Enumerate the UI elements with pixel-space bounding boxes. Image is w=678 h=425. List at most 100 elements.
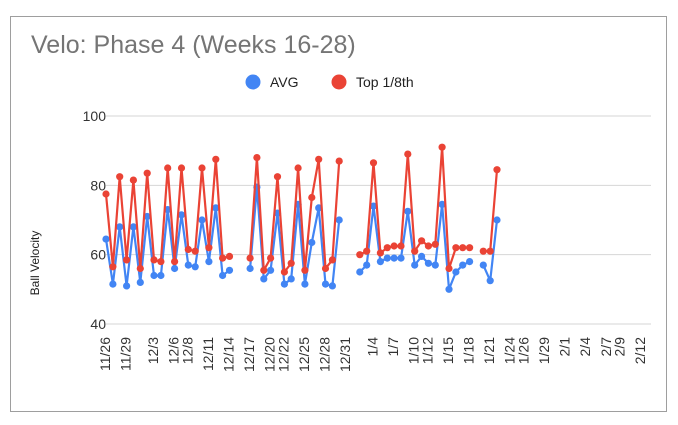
data-point-avg [191,263,199,271]
x-tick-label: 2/4 [577,337,593,357]
data-point-top-eighth [164,164,172,172]
legend: AVG Top 1/8th [245,74,414,90]
data-point-avg [267,266,275,274]
data-point-top-eighth [301,266,309,274]
x-tick-label: 12/8 [179,337,195,364]
legend-swatch-avg [245,74,261,90]
data-point-avg [438,200,446,208]
legend-label-avg: AVG [270,74,299,90]
x-tick-label: 11/29 [118,337,134,371]
data-point-avg [123,282,131,290]
x-tick-label: 1/29 [536,337,552,364]
data-point-top-eighth [212,155,220,163]
data-point-top-eighth [321,264,330,273]
data-point-avg [177,211,186,219]
data-point-top-eighth [445,264,453,273]
data-point-avg [452,268,460,276]
x-tick-label: 12/31 [337,337,353,372]
x-tick-label: 2/7 [598,337,614,357]
data-point-avg [328,282,336,290]
x-tick-label: 1/4 [365,337,381,357]
data-point-avg [157,271,165,280]
data-point-avg [369,202,378,210]
data-point-avg [287,275,295,283]
x-tick-label: 12/25 [296,337,312,372]
data-point-top-eighth [479,247,487,255]
data-point-top-eighth [335,157,343,165]
data-point-avg [321,280,330,288]
data-point-avg [418,252,426,260]
y-tick-labels: 40 60 80 100 [83,108,107,332]
line-chart: AVG Top 1/8th Ball Velocity 40 60 80 100 11… [28,74,651,372]
data-point-top-eighth [116,173,124,181]
data-point-avg [143,212,151,221]
data-point-top-eighth [143,169,151,177]
data-point-top-eighth [452,244,460,252]
data-point-top-eighth [280,268,288,276]
data-point-top-eighth [356,251,364,259]
x-tick-label: 1/24 [502,337,518,364]
data-point-avg [466,258,474,266]
x-tick-label: 1/15 [440,337,456,364]
data-point-top-eighth [171,258,179,266]
x-tick-labels: 11/26 11/29 12/3 12/612/8 12/11 12/14 12/17 12/… [97,337,648,372]
data-point-top-eighth [431,240,439,248]
data-point-top-eighth [369,159,378,167]
data-point-top-eighth [150,256,158,264]
data-point-avg [486,277,494,285]
data-point-avg [424,259,432,267]
x-tick-label: 1/7 [385,337,401,357]
data-point-top-eighth [123,256,131,264]
data-point-top-eighth [466,244,474,252]
data-point-top-eighth [376,249,384,257]
data-point-avg [198,216,206,224]
data-point-top-eighth [109,263,117,271]
series-top-eighth [102,143,501,276]
data-point-top-eighth [219,254,227,262]
data-point-avg [171,264,179,273]
data-point-top-eighth [157,258,165,266]
data-point-top-eighth [102,190,110,198]
data-point-top-eighth [246,254,254,262]
data-point-avg [431,261,439,269]
data-point-avg [376,258,384,266]
data-point-top-eighth [294,164,302,172]
data-point-top-eighth [383,244,391,252]
data-point-top-eighth [411,247,419,255]
data-point-avg [411,261,419,269]
data-point-avg [315,204,323,212]
data-point-top-eighth [438,143,446,151]
y-tick-label: 40 [90,316,106,332]
chart-title: Velo: Phase 4 (Weeks 16-28) [31,31,356,59]
data-point-top-eighth [390,242,398,250]
data-point-avg [308,238,316,247]
x-tick-label: 12/22 [275,337,291,372]
data-point-avg [102,235,110,243]
data-point-avg [390,254,398,262]
data-point-top-eighth [184,245,192,254]
data-point-top-eighth [273,173,282,181]
x-tick-label: 2/12 [632,337,648,364]
data-point-avg [479,261,487,269]
data-point-avg [150,271,158,280]
legend-swatch-top [331,74,347,90]
data-point-avg [225,266,234,274]
x-tick-label: 1/10 [406,337,422,364]
series [102,143,501,293]
x-tick-label: 2/1 [557,337,573,357]
data-point-avg [493,216,501,224]
data-point-top-eighth [225,252,234,260]
data-point-top-eighth [315,155,323,163]
data-point-avg [219,271,227,280]
x-tick-label: 12/17 [241,337,257,372]
data-point-top-eighth [260,266,268,274]
data-point-top-eighth [287,259,295,267]
x-tick-label: 12/28 [317,337,333,372]
chart-card: Velo: Phase 4 (Weeks 16-28) AVG Top 1/8t… [10,16,667,412]
data-point-top-eighth [177,164,186,172]
y-tick-label: 80 [90,177,106,193]
data-point-avg [109,280,117,288]
data-point-avg [280,280,288,288]
data-point-top-eighth [191,247,199,255]
data-point-avg [335,216,343,224]
